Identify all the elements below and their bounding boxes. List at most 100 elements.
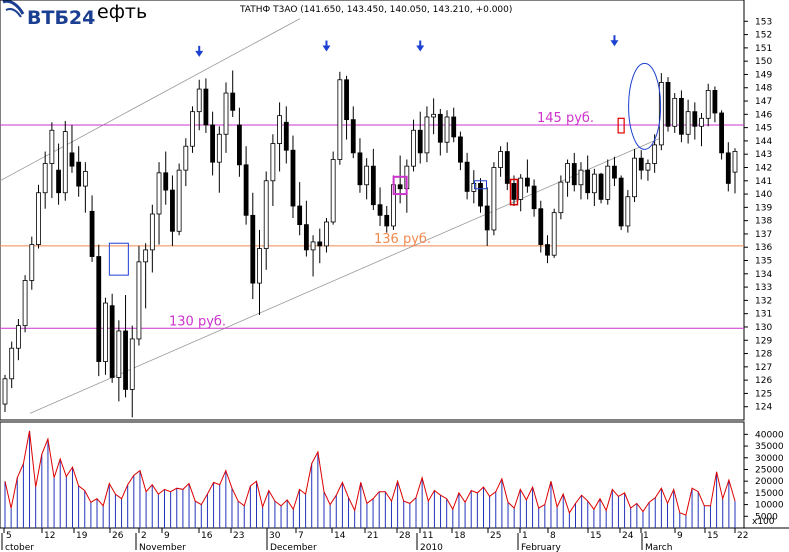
candle-body-down bbox=[504, 151, 510, 184]
price-tick-label: 153 bbox=[755, 17, 772, 27]
candle-body-up bbox=[9, 347, 15, 380]
candle-body-up bbox=[156, 172, 162, 215]
candle-body-down bbox=[230, 92, 236, 111]
candle-body-up bbox=[263, 180, 269, 249]
candle-body-down bbox=[524, 177, 530, 187]
price-tick-label: 151 bbox=[755, 44, 772, 54]
candle-body-up bbox=[183, 145, 189, 171]
candle-body-up bbox=[565, 163, 570, 183]
price-tick-label: 140 bbox=[755, 190, 772, 200]
price-tick-label: 133 bbox=[755, 283, 772, 293]
candle-body-up bbox=[605, 165, 611, 200]
date-tick-label: 21 bbox=[367, 531, 378, 541]
candle-body-down bbox=[377, 204, 383, 216]
date-tick-label: 23 bbox=[233, 531, 244, 541]
date-tick-label: 1 bbox=[522, 531, 528, 541]
price-tick-label: 152 bbox=[755, 31, 772, 41]
candle-body-up bbox=[116, 330, 122, 378]
candle-body-down bbox=[679, 97, 684, 135]
month-label: March bbox=[645, 543, 672, 552]
candle-body-down bbox=[612, 165, 617, 179]
candle-body-up bbox=[558, 181, 564, 214]
candle-body-down bbox=[69, 152, 75, 167]
candle-body-up bbox=[658, 82, 664, 146]
candle-body-up bbox=[277, 115, 282, 144]
month-label: 2010 bbox=[420, 543, 443, 552]
candle-body-down bbox=[243, 164, 249, 216]
candle-body-down bbox=[531, 185, 537, 210]
candle-body-up bbox=[62, 131, 68, 194]
price-tick-label: 135 bbox=[755, 257, 772, 267]
candle-body-up bbox=[632, 157, 637, 198]
candle-body-down bbox=[484, 205, 490, 231]
candle-body-down bbox=[511, 183, 517, 200]
candle-body-down bbox=[297, 205, 303, 226]
price-tick-label: 144 bbox=[755, 137, 772, 147]
date-tick-label: 28 bbox=[399, 531, 411, 541]
price-tick-label: 148 bbox=[755, 84, 772, 94]
date-tick-label: 14 bbox=[334, 531, 346, 541]
price-axis: 124 125 126 127 128 129 130 131 132 133 134 135 136 1… bbox=[744, 17, 772, 413]
price-tick-label: 147 bbox=[755, 97, 772, 107]
date-tick-label: 8 bbox=[550, 531, 556, 541]
candle-body-up bbox=[471, 183, 477, 192]
candle-body-down bbox=[109, 305, 115, 378]
candle-body-down bbox=[397, 184, 403, 190]
candle-body-down bbox=[96, 256, 102, 362]
date-tick-label: 22 bbox=[737, 531, 748, 541]
volume-bars bbox=[4, 430, 736, 528]
volume-tick-label: 40000 bbox=[755, 430, 784, 440]
volume-panel-border bbox=[0, 421, 745, 529]
candle-body-down bbox=[357, 152, 363, 186]
down-arrow-icon bbox=[610, 40, 619, 47]
candle-body-down bbox=[237, 124, 242, 166]
candle-body-up bbox=[685, 111, 691, 135]
candle-body-down bbox=[344, 79, 349, 121]
date-tick-label: 11 bbox=[422, 531, 433, 541]
candle-body-up bbox=[270, 143, 276, 182]
lower-trend-line bbox=[29, 137, 661, 414]
date-tick-label: 19 bbox=[76, 531, 88, 541]
price-tick-label: 134 bbox=[755, 270, 772, 280]
candle-body-down bbox=[210, 124, 216, 163]
date-tick-label: 18 bbox=[454, 531, 466, 541]
blue-box-marker bbox=[474, 180, 488, 190]
candle-body-down bbox=[89, 210, 95, 257]
candle-body-down bbox=[76, 161, 82, 187]
candle-body-down bbox=[317, 241, 323, 247]
month-label: November bbox=[139, 543, 186, 552]
candle-body-up bbox=[411, 129, 416, 167]
price-tick-label: 126 bbox=[755, 376, 772, 386]
candle-body-up bbox=[42, 163, 48, 194]
candle-body-up bbox=[645, 163, 651, 171]
price-tick-label: 125 bbox=[755, 389, 772, 399]
candle-body-down bbox=[203, 88, 209, 126]
candle-body-up bbox=[257, 248, 262, 284]
logo-swoosh-icon bbox=[2, 0, 25, 18]
candle-body-down bbox=[290, 149, 296, 207]
candles bbox=[2, 70, 738, 418]
volume-scale-note: x100 bbox=[752, 517, 775, 527]
candle-body-up bbox=[444, 116, 450, 143]
price-levels: 145 руб. 136 руб. 130 руб. bbox=[0, 111, 744, 329]
candle-body-up bbox=[310, 241, 316, 251]
candle-body-down bbox=[163, 172, 169, 191]
candle-body-down bbox=[417, 129, 423, 154]
candle-body-down bbox=[538, 208, 544, 245]
price-tick-label: 124 bbox=[755, 403, 772, 413]
red-box-marker bbox=[509, 178, 519, 206]
level-130-label: 130 руб. bbox=[169, 314, 226, 329]
candle-body-down bbox=[303, 224, 309, 251]
date-tick-label: 1 bbox=[643, 531, 649, 541]
candle-body-down bbox=[250, 214, 256, 284]
candle-body-up bbox=[149, 213, 155, 251]
candle-body-up bbox=[431, 113, 437, 118]
candle-body-down bbox=[478, 183, 483, 207]
candle-body-up bbox=[82, 171, 88, 187]
candle-body-down bbox=[458, 136, 463, 163]
month-label: ctober bbox=[5, 543, 34, 552]
candle-body-up bbox=[190, 111, 195, 147]
price-tick-label: 139 bbox=[755, 203, 772, 213]
